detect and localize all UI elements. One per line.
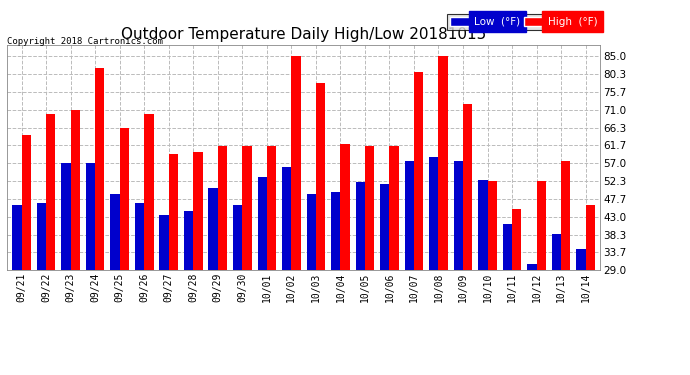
Legend: Low  (°F), High  (°F): Low (°F), High (°F) [447,13,600,30]
Bar [61,163,70,375]
Bar [576,249,586,375]
Bar [12,205,21,375]
Bar [488,181,497,375]
Bar [242,146,252,375]
Bar [512,209,522,375]
Bar [438,57,448,375]
Bar [282,167,291,375]
Bar [291,57,301,375]
Text: Copyright 2018 Cartronics.com: Copyright 2018 Cartronics.com [7,38,163,46]
Bar [135,203,144,375]
Bar [389,146,399,375]
Bar [404,161,414,375]
Bar [463,104,472,375]
Bar [414,72,423,375]
Bar [453,161,463,375]
Bar [95,68,104,375]
Bar [218,146,227,375]
Bar [537,181,546,375]
Bar [331,192,340,375]
Bar [21,135,31,375]
Bar [257,177,267,375]
Bar [380,184,389,375]
Bar [70,110,80,375]
Bar [561,161,571,375]
Bar [429,158,438,375]
Bar [527,264,537,375]
Title: Outdoor Temperature Daily High/Low 20181015: Outdoor Temperature Daily High/Low 20181… [121,27,486,42]
Bar [159,215,169,375]
Bar [110,194,119,375]
Bar [46,114,55,375]
Bar [552,234,561,375]
Bar [267,146,276,375]
Bar [478,180,488,375]
Bar [119,128,129,375]
Bar [86,163,95,375]
Bar [37,203,46,375]
Bar [503,224,512,375]
Bar [316,83,325,375]
Bar [233,205,242,375]
Bar [169,154,178,375]
Bar [144,114,154,375]
Bar [184,211,193,375]
Bar [193,152,203,375]
Bar [355,182,365,375]
Bar [208,188,218,375]
Bar [365,146,374,375]
Bar [306,194,316,375]
Bar [586,205,595,375]
Bar [340,144,350,375]
